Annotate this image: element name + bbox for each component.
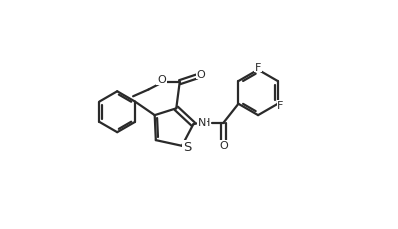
Text: S: S <box>183 141 191 154</box>
Text: F: F <box>277 101 284 111</box>
Text: H: H <box>202 117 210 127</box>
Text: O: O <box>219 141 228 151</box>
Text: N: N <box>198 117 206 127</box>
Text: O: O <box>157 75 166 85</box>
Text: F: F <box>255 62 261 72</box>
Text: O: O <box>197 69 205 79</box>
